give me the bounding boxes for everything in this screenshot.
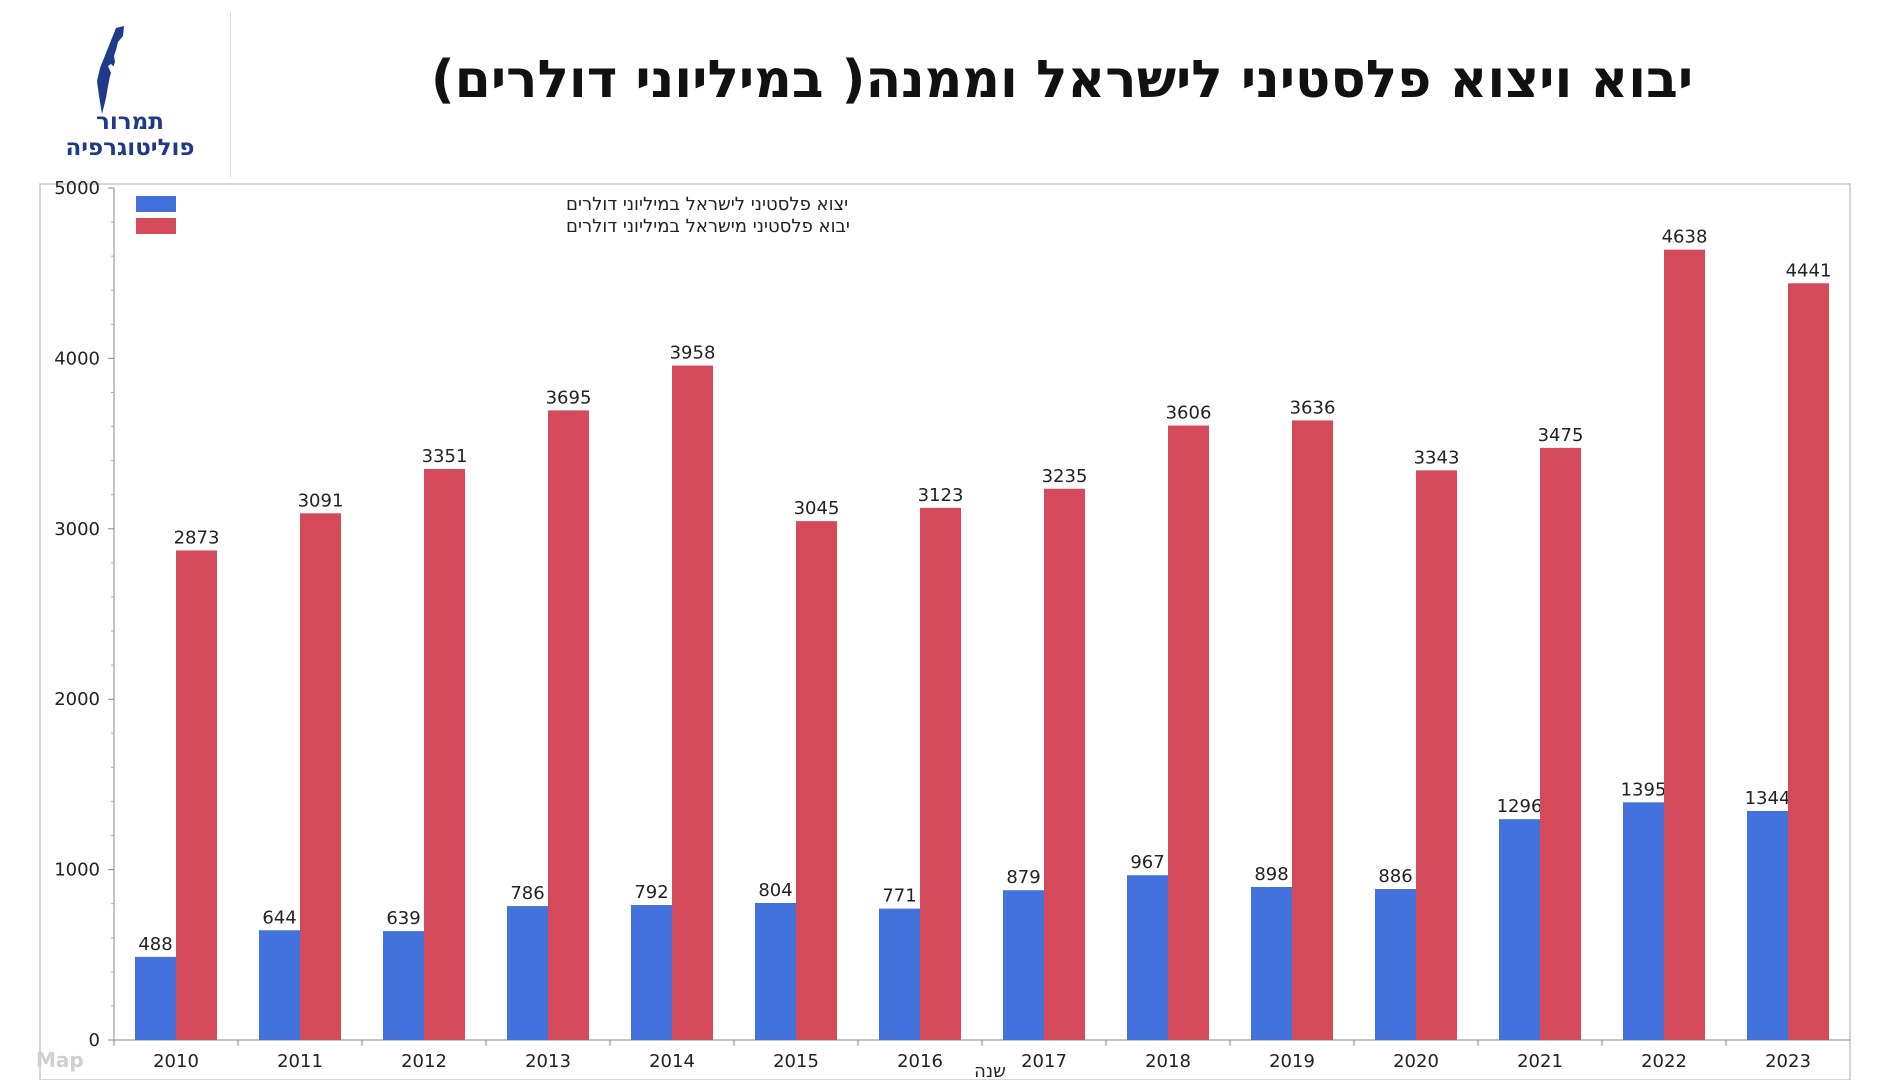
- x-tick-label: 2018: [1145, 1051, 1191, 1072]
- legend-entry: יצוא פלסטיני לישראל במיליוני דולרים: [566, 194, 848, 215]
- x-tick-label: 2013: [525, 1051, 571, 1072]
- data-label: 804: [758, 880, 792, 901]
- bar: [1664, 249, 1705, 1040]
- x-tick-label: 2012: [401, 1051, 447, 1072]
- data-label: 3636: [1290, 397, 1336, 418]
- data-label: 644: [262, 907, 296, 928]
- legend-swatch: [136, 196, 176, 212]
- x-tick-label: 2023: [1765, 1051, 1811, 1072]
- data-label: 3606: [1166, 403, 1212, 424]
- bar: [507, 906, 548, 1040]
- data-label: 1296: [1497, 796, 1543, 817]
- x-tick-label: 2020: [1393, 1051, 1439, 1072]
- data-label: 488: [138, 934, 172, 955]
- x-axis-label: שנה: [974, 1061, 1006, 1080]
- bar: [300, 513, 341, 1040]
- bar: [631, 905, 672, 1040]
- bar: [259, 930, 300, 1040]
- data-label: 3958: [670, 343, 716, 364]
- chart-title: יבוא ויצוא פלסטיני לישראל וממנה( במיליונ…: [430, 50, 1694, 110]
- bar: [796, 521, 837, 1040]
- legend-swatch: [136, 218, 176, 234]
- bar: [1499, 819, 1540, 1040]
- bar: [1416, 470, 1457, 1041]
- y-tick-label: 4000: [54, 348, 100, 369]
- bar: [135, 956, 176, 1040]
- bar: [1375, 889, 1416, 1040]
- bar: [1003, 890, 1044, 1040]
- bar: [1251, 886, 1292, 1040]
- bar: [424, 468, 465, 1040]
- y-tick-label: 0: [89, 1030, 100, 1051]
- bar: [548, 410, 589, 1040]
- bar: [920, 507, 961, 1040]
- data-label: 786: [510, 883, 544, 904]
- legend-entry: יבוא פלסטיני מישראל במיליוני דולרים: [566, 216, 850, 237]
- data-label: 3123: [918, 485, 964, 506]
- data-label: 3045: [794, 498, 840, 519]
- x-tick-label: 2016: [897, 1051, 943, 1072]
- bar: [1127, 875, 1168, 1040]
- bar: [1168, 425, 1209, 1040]
- israel-map-icon: [97, 26, 124, 114]
- data-label: 4441: [1786, 260, 1832, 281]
- data-label: 3695: [546, 387, 592, 408]
- data-label: 3091: [298, 490, 344, 511]
- bar: [1044, 488, 1085, 1041]
- data-label: 3235: [1042, 466, 1088, 487]
- data-label: 898: [1254, 864, 1288, 885]
- bar: [176, 550, 217, 1040]
- y-tick-label: 1000: [54, 860, 100, 881]
- y-tick-label: 3000: [54, 519, 100, 540]
- data-label: 967: [1130, 852, 1164, 873]
- logo: תמרור פוליטוגרפיה: [30, 20, 200, 170]
- data-label: 3475: [1538, 425, 1584, 446]
- bar: [1540, 447, 1581, 1040]
- data-label: 2873: [174, 527, 220, 548]
- data-label: 3351: [422, 446, 468, 467]
- bar: [672, 365, 713, 1041]
- data-label: 4638: [1662, 227, 1708, 248]
- bar: [879, 908, 920, 1040]
- x-tick-label: 2019: [1269, 1051, 1315, 1072]
- bar: [755, 902, 796, 1040]
- bar: [1788, 283, 1829, 1040]
- y-tick-label: 2000: [54, 689, 100, 710]
- bar: [1292, 420, 1333, 1040]
- x-tick-label: 2010: [153, 1051, 199, 1072]
- bar: [383, 931, 424, 1040]
- bar: [1747, 810, 1788, 1040]
- ghost-watermark-text: Map: [36, 1048, 84, 1072]
- x-tick-label: 2021: [1517, 1051, 1563, 1072]
- data-label: 639: [386, 908, 420, 929]
- data-label: 886: [1378, 866, 1412, 887]
- bar: [1623, 802, 1664, 1040]
- data-label: 1395: [1621, 779, 1667, 800]
- x-tick-label: 2015: [773, 1051, 819, 1072]
- data-label: 1344: [1745, 788, 1791, 809]
- x-tick-label: 2014: [649, 1051, 695, 1072]
- data-label: 879: [1006, 867, 1040, 888]
- data-label: 771: [882, 886, 916, 907]
- x-tick-label: 2022: [1641, 1051, 1687, 1072]
- plot-frame: [39, 183, 1851, 1080]
- data-label: 3343: [1414, 447, 1460, 468]
- header-divider: [230, 12, 231, 177]
- logo-line2: פוליטוגרפיה: [65, 135, 195, 161]
- y-tick-label: 5000: [54, 178, 100, 199]
- x-tick-label: 2017: [1021, 1051, 1067, 1072]
- data-label: 792: [634, 882, 668, 903]
- logo-line1: תמרור: [96, 109, 164, 135]
- x-tick-label: 2011: [277, 1051, 323, 1072]
